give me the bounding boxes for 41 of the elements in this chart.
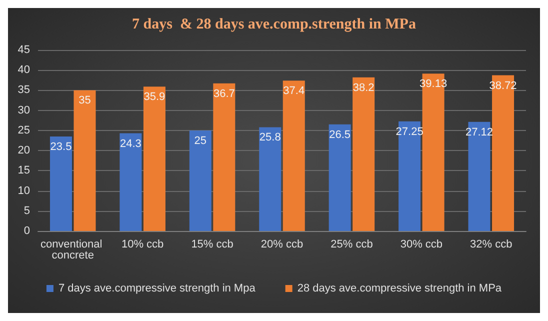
bar [143,86,166,231]
data-label: 35.9 [144,91,166,104]
bar [120,133,142,231]
bar [50,136,72,231]
bar [352,77,375,231]
chart-title: 7 days & 28 days ave.comp.strength in MPa [132,16,416,32]
y-tick-label: 20 [18,144,30,157]
bar [74,90,96,231]
data-label: 36.7 [213,88,235,100]
x-tick-label: conventional concrete [40,238,106,262]
y-tick-label: 0 [24,225,30,237]
y-tick-label: 45 [18,44,30,56]
data-label: 38.2 [352,82,374,94]
y-tick-label: 35 [18,84,30,96]
bar [189,130,212,231]
legend-label: 28 days ave.compressive strength in MPa [297,282,502,294]
bar [468,122,490,231]
data-label: 25.8 [259,132,281,144]
data-label: 23.5 [50,140,72,153]
x-tick-label: 15% ccb [191,238,234,250]
x-tick-label: 25% ccb [330,238,373,250]
y-tick-label: 25 [18,124,30,136]
bar [213,83,236,231]
data-label: 24.3 [120,138,142,150]
data-label: 37.4 [283,85,305,98]
y-tick-label: 30 [18,104,30,116]
y-tick-label: 10 [18,184,30,197]
y-tick-label: 40 [18,64,30,76]
x-tick-label: 32% ccb [470,238,512,250]
data-label: 26.5 [329,128,351,141]
data-label: 35 [78,94,91,107]
y-tick-label: 5 [24,204,30,217]
y-tick-label: 15 [18,164,30,177]
data-label: 25 [194,134,207,147]
bar [328,124,351,231]
x-tick-label: 20% ccb [260,238,304,250]
bar [259,127,282,231]
bar [282,80,305,231]
x-tick-label: 30% ccb [400,238,443,250]
x-tick-label: 10% ccb [121,238,164,250]
legend-label: 7 days ave.compressive strength in Mpa [58,282,256,294]
